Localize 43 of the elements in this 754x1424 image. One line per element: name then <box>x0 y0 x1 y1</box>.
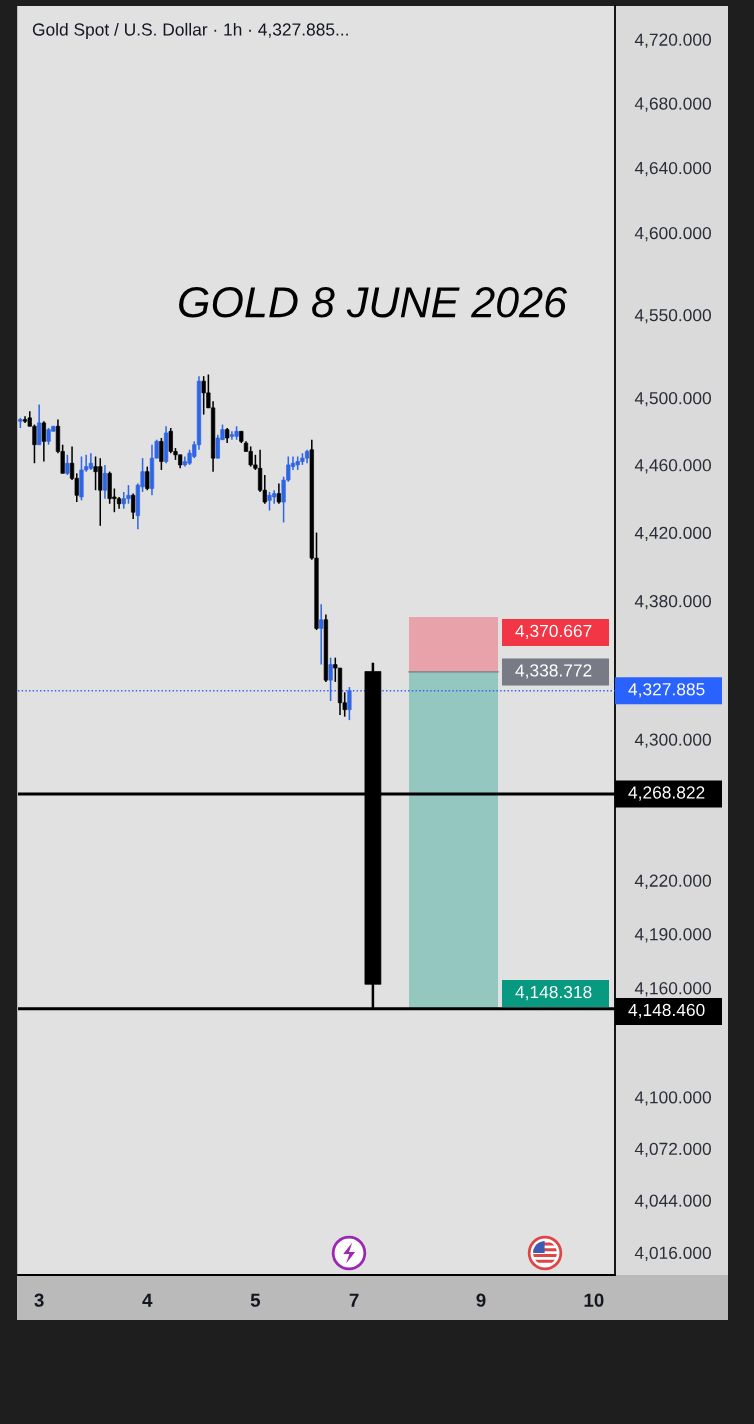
y-tick-label: 4,190.000 <box>634 928 711 943</box>
y-tick-label: 4,380.000 <box>634 595 711 610</box>
candlestick <box>145 465 150 491</box>
y-tick-label: 4,680.000 <box>634 97 711 112</box>
candlestick <box>267 491 272 512</box>
x-tick-label: 7 <box>349 1293 359 1307</box>
text: Gold Spot / U.S. Dollar · 1h · 4,327.885... <box>32 22 348 40</box>
y-tick-label: 4,460.000 <box>634 459 711 474</box>
candlestick <box>328 656 333 702</box>
x-tick-label: 10 <box>584 1293 604 1307</box>
band-label: 4,370.667 <box>515 624 592 640</box>
candlestick <box>131 492 136 520</box>
x-tick-label: 5 <box>250 1293 261 1307</box>
y-tick-label: 4,160.000 <box>634 982 711 997</box>
y-tick-label: 4,640.000 <box>634 161 711 177</box>
y-tick-label: 4,720.000 <box>634 33 711 48</box>
y-tick-label: 4,100.000 <box>634 1091 711 1106</box>
ref-line-label: 4,268.822 <box>628 786 705 801</box>
y-tick-label: 4,072.000 <box>634 1142 711 1158</box>
x-tick-label: 4 <box>142 1293 153 1307</box>
y-tick-label: 4,044.000 <box>634 1194 711 1209</box>
band-label: 4,148.318 <box>515 985 592 1001</box>
x-tick-label: 3 <box>34 1293 44 1307</box>
candlestick <box>65 454 70 476</box>
ref-line-label: 4,148.460 <box>628 1003 705 1019</box>
y-tick-label: 4,420.000 <box>634 526 711 542</box>
y-tick-label: 4,220.000 <box>634 874 711 889</box>
candlestick <box>347 686 352 721</box>
candlestick <box>319 603 324 666</box>
y-tick-label: 4,550.000 <box>634 309 711 324</box>
y-tick-label: 4,300.000 <box>634 733 711 748</box>
candlestick <box>276 482 282 505</box>
y-tick-label: 4,600.000 <box>634 226 711 242</box>
candlestick <box>102 464 108 500</box>
y-tick-label: 4,016.000 <box>634 1246 711 1262</box>
candlestick <box>41 420 46 463</box>
ref-line-label: 4,327.885 <box>628 683 705 698</box>
candlestick <box>37 403 42 446</box>
annotation: GOLD 8 JUNE 2026 <box>179 287 568 318</box>
candlestick <box>159 437 164 471</box>
ref-line-label: 4,338.772 <box>515 664 592 679</box>
x-tick-label: 9 <box>476 1293 486 1307</box>
y-tick-label: 4,500.000 <box>634 392 711 407</box>
